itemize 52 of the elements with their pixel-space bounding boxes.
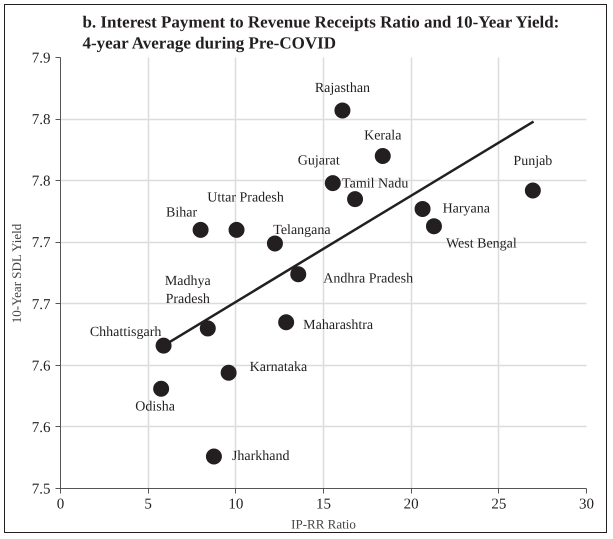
- point: [374, 148, 391, 164]
- annotation: Madhya Pradesh: [164, 274, 212, 307]
- annotation: Rajasthan: [314, 80, 370, 96]
- annotation: Telangana: [273, 222, 332, 238]
- y-tick-label: 7.6: [32, 358, 51, 374]
- y-tick-label: 7.7: [32, 296, 51, 313]
- y-tick-label: 7.8: [32, 112, 50, 128]
- annotation: Kerala: [364, 128, 402, 144]
- point: [192, 222, 209, 238]
- point: [220, 364, 237, 381]
- point: [200, 320, 216, 336]
- annotation: Maharashtra: [303, 318, 374, 333]
- annotation: Jharkhand: [232, 448, 290, 464]
- point: [334, 102, 350, 118]
- x-axis-title: IP-RR Ratio: [291, 516, 356, 532]
- x-tick-label: 15: [316, 496, 331, 512]
- annotation: Chhattisgarh: [90, 325, 162, 340]
- point: [266, 235, 283, 252]
- point: [290, 266, 306, 282]
- annotation: Karnataka: [250, 360, 308, 376]
- x-tick-label: 0: [56, 496, 64, 512]
- annotation: Punjab: [513, 154, 552, 169]
- annotation: Bihar: [166, 205, 198, 220]
- x-tick-label: 10: [228, 496, 244, 512]
- point: [228, 222, 245, 238]
- point: [156, 338, 172, 354]
- y-tick-label: 7.6: [32, 420, 51, 436]
- x-tick-label: 5: [144, 496, 152, 512]
- y-tick-label: 7.8: [32, 174, 50, 190]
- y-tick-label: 7.5: [32, 482, 50, 498]
- annotation: Tamil Nadu: [342, 176, 408, 192]
- point: [347, 191, 364, 208]
- point: [524, 182, 541, 198]
- point: [153, 380, 170, 397]
- annotation: West Bengal: [446, 236, 517, 252]
- x-tick-label: 25: [491, 496, 506, 512]
- annotation: Andhra Pradesh: [323, 272, 414, 287]
- y-axis-title: 10-Year SDL Yield: [8, 223, 24, 324]
- chart-title: b. Interest Payment to Revenue Receipts Ratio and 10-Year Yield: 4-year Average during Pre-COVID: [82, 12, 560, 52]
- point: [414, 200, 431, 217]
- y-tick-label: 7.9: [32, 50, 50, 66]
- annotation: Odisha: [135, 399, 176, 414]
- x-tick-label: 30: [579, 496, 594, 512]
- x-tick-label: 20: [404, 496, 419, 512]
- annotation: Gujarat: [298, 154, 340, 169]
- point: [278, 314, 294, 330]
- point: [426, 218, 442, 234]
- point: [206, 448, 222, 464]
- annotation: Haryana: [442, 201, 491, 216]
- point: [324, 175, 341, 192]
- annotation: Uttar Pradesh: [207, 190, 284, 206]
- y-tick-label: 7.7: [32, 235, 51, 252]
